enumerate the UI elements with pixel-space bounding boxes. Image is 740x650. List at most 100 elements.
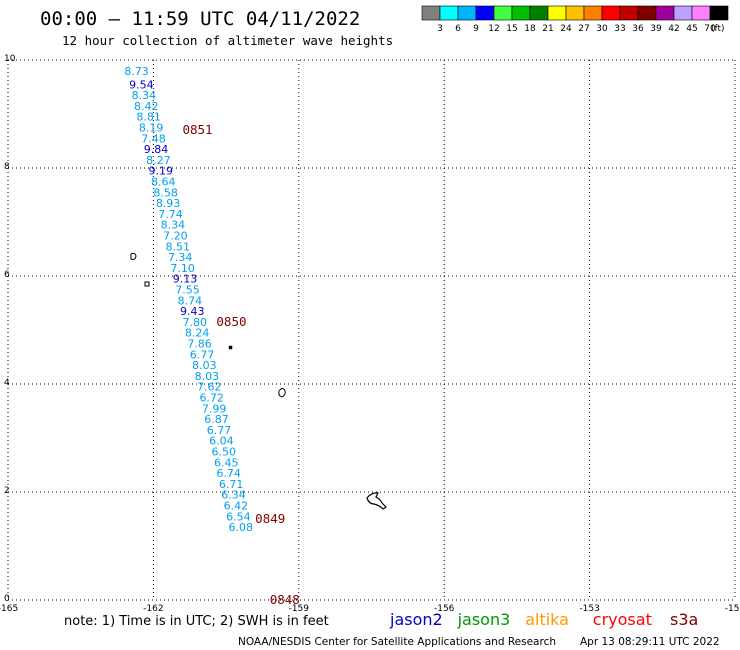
x-tick-label: -150 (725, 604, 740, 614)
swh-values: 8.739.548.348.428.818.197.489.848.279.19… (124, 65, 253, 534)
swh-value-label: 6.77 (207, 424, 232, 437)
swh-value-label: 9.43 (180, 305, 205, 318)
colorbar-swatch (493, 5, 513, 21)
colorbar-label: 3 (437, 24, 443, 34)
swh-value-label: 6.50 (212, 446, 237, 459)
swh-value-label: 7.99 (202, 402, 227, 415)
swh-value-label: 6.87 (204, 413, 229, 426)
swh-value-label: 8.51 (166, 240, 191, 253)
colorbar-swatch (583, 5, 603, 21)
satellite-legend-item: cryosat (593, 610, 652, 629)
x-tick-label: -162 (143, 604, 163, 614)
swh-value-label: 6.42 (224, 500, 249, 513)
swh-value-label: 6.71 (219, 478, 244, 491)
colorbar-swatch (637, 5, 657, 21)
swh-value-label: 8.03 (192, 359, 217, 372)
colorbar-label: 33 (614, 24, 625, 34)
colorbar-legend: 3 6 9 12 15 18 21 24 27 30 33 36 39 42 45 70 (421, 5, 729, 34)
island-outline (366, 492, 387, 510)
swh-value-label: 8.81 (136, 111, 161, 124)
colorbar-label: 9 (473, 24, 479, 34)
colorbar-label: 24 (560, 24, 572, 34)
swh-value-label: 6.08 (229, 521, 254, 534)
colorbar-label: 12 (488, 24, 499, 34)
swh-value-label: 6.34 (221, 489, 246, 502)
generated-timestamp: Apr 13 08:29:11 UTC 2022 (580, 636, 720, 648)
swh-value-label: 8.93 (156, 197, 181, 210)
swh-value-label: 7.55 (175, 284, 200, 297)
swh-value-label: 9.19 (149, 165, 174, 178)
axis-tick-labels: -165 -162 -159 -156 -153 -150 0 2 4 6 8 10 (0, 54, 740, 614)
swh-value-label: 8.74 (178, 294, 203, 307)
time-stamp-label: 0849 (255, 511, 285, 526)
colorbar-swatch (547, 5, 567, 21)
plot-area: -165 -162 -159 -156 -153 -150 0 2 4 6 8 10 8.739.54… (0, 54, 740, 614)
island-outline (228, 345, 233, 350)
swh-value-label: 6.74 (216, 467, 241, 480)
y-tick-label: 10 (4, 54, 16, 64)
swh-value-label: 6.45 (214, 456, 239, 469)
x-tick-label: -156 (434, 604, 455, 614)
swh-value-label: 7.20 (163, 230, 188, 243)
satellite-legend-item: jason2 (389, 610, 443, 629)
colorbar-unit: (ft) (711, 24, 725, 34)
colorbar-swatch (511, 5, 531, 21)
swh-value-label: 7.74 (158, 208, 183, 221)
credit-text: NOAA/NESDIS Center for Satellite Applica… (238, 636, 556, 648)
x-tick-label: -153 (579, 604, 599, 614)
swh-value-label: 7.34 (168, 251, 193, 264)
colorbar-label: 70 (704, 24, 716, 34)
colorbar-label: 6 (455, 24, 461, 34)
colorbar-swatch (655, 5, 675, 21)
swh-value-label: 8.27 (146, 154, 171, 167)
swh-value-label: 9.13 (173, 273, 198, 286)
swh-value-label: 6.72 (199, 392, 224, 405)
chart-subtitle: 12 hour collection of altimeter wave hei… (62, 33, 393, 48)
time-stamp-label: 0850 (216, 314, 246, 329)
y-tick-label: 2 (4, 486, 10, 496)
swh-value-label: 8.64 (151, 176, 176, 189)
colorbar-swatch (529, 5, 549, 21)
swh-value-label: 7.10 (170, 262, 195, 275)
colorbar-label: 39 (650, 24, 662, 34)
colorbar-swatch (457, 5, 477, 21)
time-labels: 0851 0850 0849 0848 (182, 122, 299, 607)
y-tick-label: 6 (4, 270, 10, 280)
colorbar-label: 21 (542, 24, 553, 34)
satellite-legend: jason2 jason3 altika cryosat s3a (389, 610, 698, 629)
colorbar-label: 42 (668, 24, 679, 34)
swh-value-label: 7.80 (182, 316, 207, 329)
y-tick-label: 4 (4, 378, 10, 388)
chart-title: 00:00 – 11:59 UTC 04/11/2022 (40, 8, 360, 30)
swh-value-label: 6.54 (226, 510, 251, 523)
colorbar-swatch (673, 5, 693, 21)
island-outline (130, 252, 137, 261)
time-stamp-label: 0848 (270, 592, 300, 607)
swh-value-label: 9.54 (129, 78, 154, 91)
swh-value-label: 8.03 (195, 370, 220, 383)
satellite-legend-item: jason3 (457, 610, 511, 629)
swh-value-label: 8.42 (134, 100, 159, 113)
swh-value-label: 8.19 (139, 122, 164, 135)
colorbar-swatch (691, 5, 711, 21)
colorbar-label: 45 (686, 24, 697, 34)
colorbar-swatch (439, 5, 459, 21)
swh-value-label: 8.73 (124, 65, 149, 78)
swh-value-label: 7.62 (197, 381, 222, 394)
island-outline (278, 388, 286, 398)
swh-value-label: 8.34 (161, 219, 186, 232)
swh-value-label: 8.34 (132, 89, 157, 102)
colorbar-label: 36 (632, 24, 644, 34)
colorbar-swatch (475, 5, 495, 21)
colorbar-swatch (619, 5, 639, 21)
colorbar-label: 15 (506, 24, 517, 34)
swh-value-label: 7.86 (187, 338, 212, 351)
swh-value-label: 9.84 (144, 143, 169, 156)
swh-value-label: 8.24 (185, 327, 210, 340)
note-text: note: 1) Time is in UTC; 2) SWH is in fe… (64, 614, 329, 629)
y-tick-label: 0 (4, 594, 10, 604)
colorbar-swatch (565, 5, 585, 21)
swh-value-label: 6.77 (190, 348, 215, 361)
x-tick-label: -165 (0, 604, 18, 614)
